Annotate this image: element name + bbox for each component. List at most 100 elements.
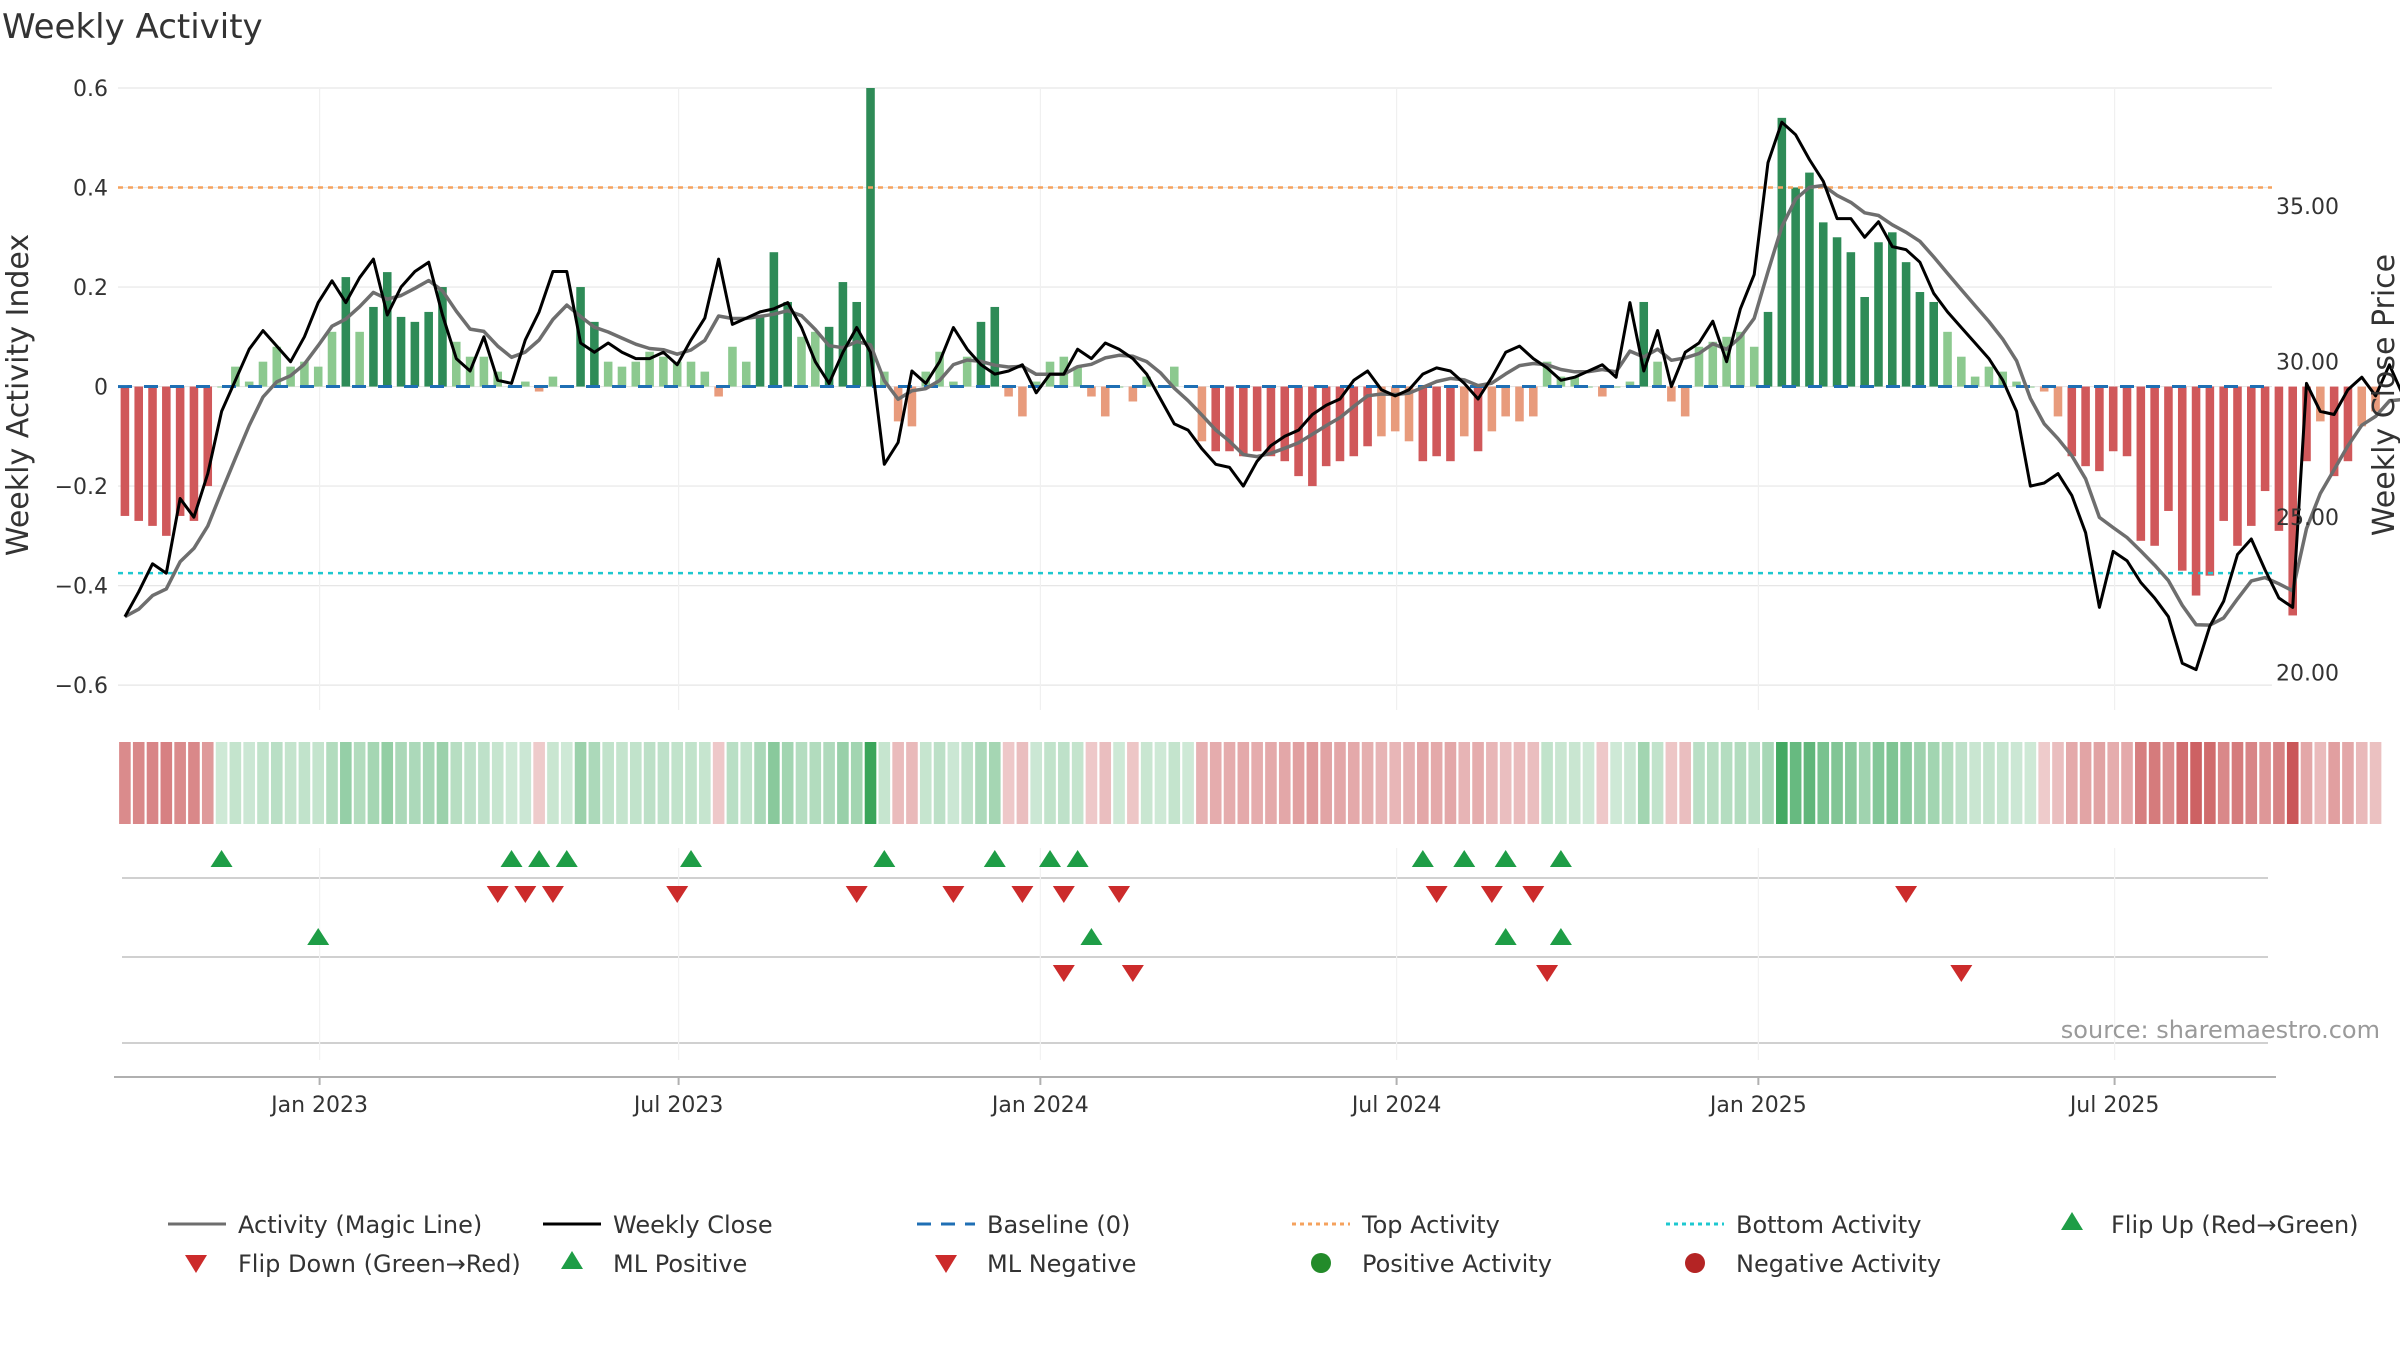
heat-cell bbox=[491, 742, 504, 824]
heat-cell bbox=[1555, 742, 1567, 824]
heat-cell bbox=[326, 742, 338, 824]
activity-bar bbox=[1404, 386, 1414, 442]
heat-cell bbox=[2259, 742, 2271, 824]
legend-label-weekly-close: Weekly Close bbox=[613, 1211, 773, 1239]
activity-bar bbox=[1390, 386, 1400, 432]
flip-up-marker bbox=[1453, 850, 1476, 867]
heat-cell bbox=[1858, 742, 1871, 824]
x-tick-label: Jul 2024 bbox=[1350, 1093, 1442, 1118]
activity-bar bbox=[231, 366, 240, 387]
activity-bar bbox=[1570, 376, 1579, 387]
heat-cell bbox=[1320, 742, 1332, 824]
heat-cell bbox=[850, 742, 863, 824]
activity-bar bbox=[1611, 386, 1621, 388]
activity-bar bbox=[714, 386, 723, 397]
heat-cell bbox=[878, 742, 891, 824]
flip-up-marker bbox=[680, 850, 703, 867]
flip-down-marker bbox=[666, 886, 689, 903]
heat-cell bbox=[2217, 742, 2230, 824]
heat-cell bbox=[243, 742, 255, 824]
heat-cell bbox=[2204, 742, 2216, 824]
activity-bar bbox=[1763, 311, 1773, 387]
activity-bar bbox=[645, 351, 654, 387]
flip-up-marker bbox=[983, 850, 1006, 867]
heat-cell bbox=[1665, 742, 1678, 824]
x-tick-label: Jan 2024 bbox=[990, 1093, 1089, 1118]
heat-cell bbox=[1927, 742, 1940, 824]
activity-bar bbox=[2136, 386, 2146, 541]
activity-bar bbox=[2302, 386, 2311, 462]
legend-swatch-positive-activity bbox=[1311, 1253, 1331, 1273]
activity-bar bbox=[631, 361, 641, 387]
heat-cell bbox=[2328, 742, 2340, 824]
activity-bar bbox=[783, 301, 792, 387]
heat-cell bbox=[602, 742, 614, 824]
y2-tick-label: 20.00 bbox=[2276, 662, 2339, 687]
activity-bar bbox=[1073, 366, 1082, 387]
heat-cell bbox=[1389, 742, 1402, 824]
heat-cell bbox=[1568, 742, 1581, 824]
heat-cell bbox=[1651, 742, 1664, 824]
ml-positive-marker bbox=[307, 928, 330, 945]
activity-bar bbox=[1335, 386, 1345, 462]
activity-bar bbox=[1018, 386, 1027, 417]
legend-label-positive-activity: Positive Activity bbox=[1362, 1250, 1552, 1278]
heat-cell bbox=[1292, 742, 1305, 824]
heat-cell bbox=[1969, 742, 1981, 824]
heat-cell bbox=[1789, 742, 1802, 824]
heat-cell bbox=[795, 742, 808, 824]
heat-cell bbox=[2162, 742, 2175, 824]
heat-cell bbox=[1872, 742, 1885, 824]
activity-bar bbox=[2053, 386, 2063, 417]
heat-cell bbox=[1140, 742, 1153, 824]
flip-up-marker bbox=[500, 850, 523, 867]
heat-cell bbox=[2038, 742, 2050, 824]
activity-bar bbox=[1473, 386, 1483, 452]
ml-positive-marker bbox=[1549, 928, 1572, 945]
activity-bar bbox=[1777, 117, 1787, 387]
activity-bar bbox=[452, 341, 461, 387]
activity-bar bbox=[382, 272, 392, 387]
legend-label-top-activity: Top Activity bbox=[1361, 1211, 1500, 1239]
activity-bar bbox=[162, 386, 171, 536]
flip-down-marker bbox=[486, 886, 509, 903]
activity-bar bbox=[244, 381, 254, 387]
activity-bar bbox=[769, 252, 779, 387]
heat-cell bbox=[643, 742, 656, 824]
activity-bar bbox=[617, 366, 627, 387]
heat-cell bbox=[464, 742, 476, 824]
heat-cell bbox=[616, 742, 628, 824]
activity-bar bbox=[1832, 237, 1842, 387]
y-gridlines bbox=[118, 87, 2272, 686]
activity-bar bbox=[1004, 386, 1013, 397]
heat-cell bbox=[1803, 742, 1816, 824]
heat-cell bbox=[1541, 742, 1553, 824]
flip-up-marker bbox=[528, 850, 551, 867]
heat-cell bbox=[478, 742, 490, 824]
legend-swatch-flip-down bbox=[185, 1255, 207, 1273]
activity-bar bbox=[1929, 301, 1938, 387]
chart-title: Weekly Activity bbox=[2, 7, 263, 47]
heat-cell bbox=[574, 742, 587, 824]
heat-cell bbox=[1002, 742, 1015, 824]
y-axis-ticks: 0.6 0.4 0.2 0 −0.2 −0.4 −0.6 bbox=[55, 77, 108, 699]
heat-cell bbox=[2107, 742, 2120, 824]
flip-down-marker bbox=[1522, 886, 1545, 903]
activity-bar bbox=[548, 376, 558, 387]
activity-bar bbox=[2371, 386, 2380, 412]
activity-bar bbox=[838, 282, 848, 387]
heat-cell bbox=[1278, 742, 1291, 824]
activity-bar bbox=[203, 386, 213, 487]
activity-bar bbox=[1031, 381, 1041, 387]
heat-cell bbox=[726, 742, 739, 824]
activity-bar bbox=[2191, 386, 2201, 596]
activity-bar bbox=[2039, 386, 2049, 392]
heat-cell bbox=[1458, 742, 1471, 824]
activity-bar bbox=[217, 386, 226, 388]
activity-bar bbox=[1584, 386, 1593, 388]
legend-swatch-ml-negative bbox=[935, 1255, 957, 1273]
heat-cell bbox=[353, 742, 366, 824]
heat-cell bbox=[1209, 742, 1222, 824]
heat-cell bbox=[1762, 742, 1774, 824]
